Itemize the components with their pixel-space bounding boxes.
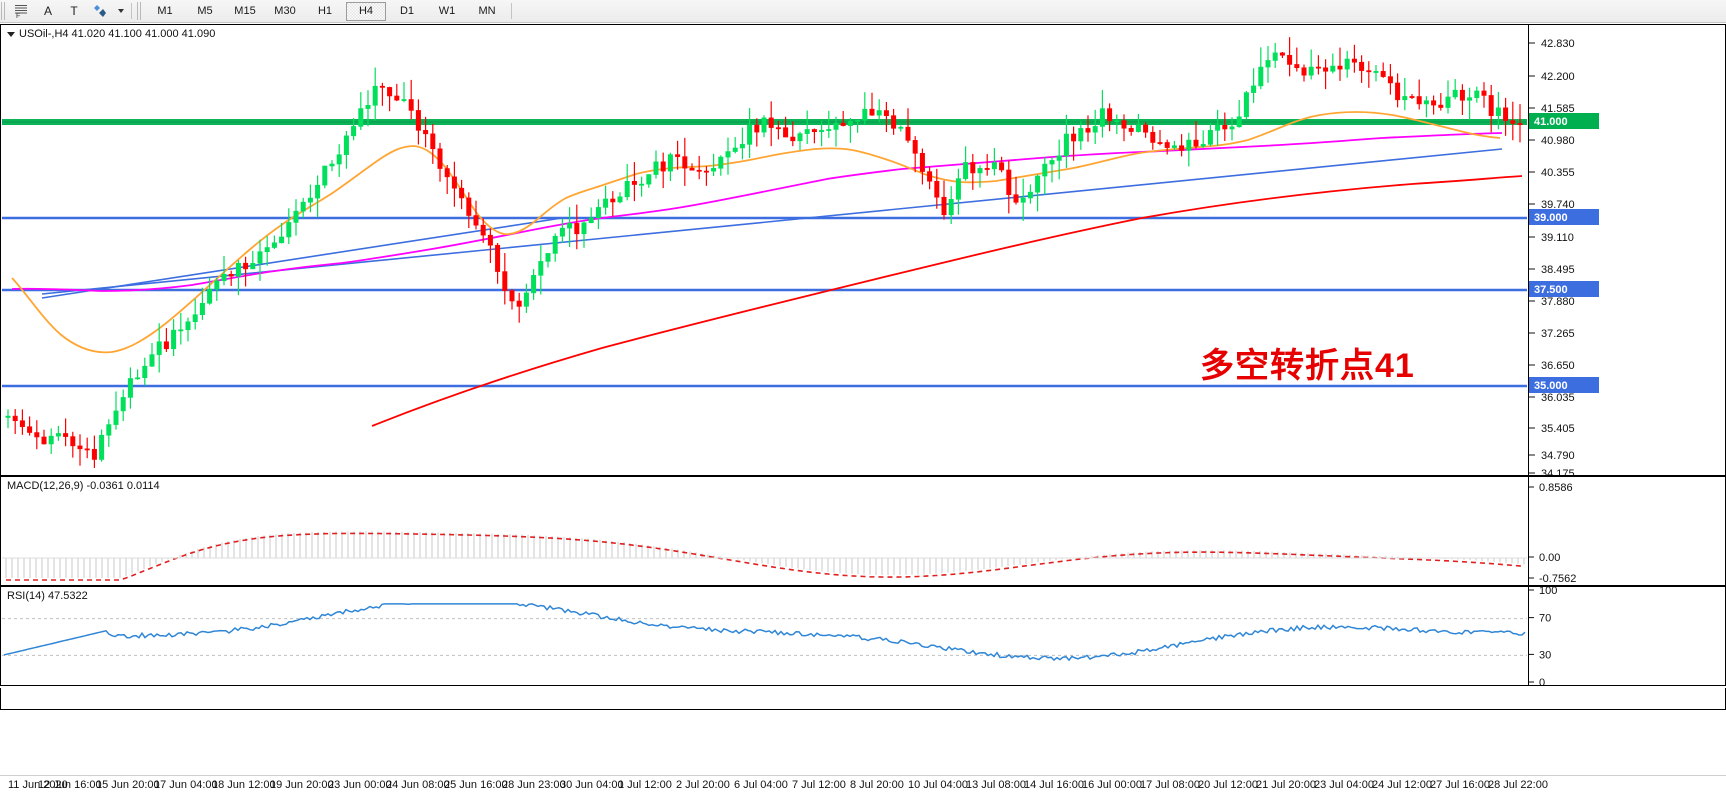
price-plot-area[interactable]: 多空转折点41 <box>2 26 1527 474</box>
time-axis-label: 13 Jul 08:00 <box>966 779 1026 791</box>
time-axis-label: 6 Jul 04:00 <box>734 779 788 791</box>
timeframe-m1[interactable]: M1 <box>157 5 173 17</box>
time-axis-strip[interactable] <box>0 688 1726 710</box>
time-axis-label: 10 Jul 04:00 <box>908 779 968 791</box>
time-axis-label: 28 Jul 22:00 <box>1488 779 1548 791</box>
time-axis-label: 23 Jun 00:00 <box>328 779 392 791</box>
svg-text:37.880: 37.880 <box>1541 296 1575 308</box>
rsi-label: RSI(14) 47.5322 <box>7 590 88 602</box>
main-toolbar: F A T M1 M5 M15 M30 H1 H4 D1 W1 MN <box>0 0 1726 23</box>
macd-pane[interactable]: MACD(12,26,9) -0.0361 0.0114 0.8586 0.00 -… <box>0 476 1726 586</box>
svg-text:41.585: 41.585 <box>1541 103 1575 115</box>
candlestick-series <box>5 37 1523 468</box>
svg-text:41.000: 41.000 <box>1534 116 1568 128</box>
timeframe-d1[interactable]: D1 <box>399 5 415 17</box>
time-axis-label: 30 Jun 04:00 <box>560 779 624 791</box>
time-axis-label: 12 Jun 16:00 <box>38 779 102 791</box>
svg-text:40.980: 40.980 <box>1541 135 1575 147</box>
svg-text:-0.7562: -0.7562 <box>1539 573 1576 585</box>
ma-slow-red-path <box>371 175 1523 427</box>
svg-text:36.650: 36.650 <box>1541 360 1575 372</box>
timeframe-m5[interactable]: M5 <box>197 5 213 17</box>
time-axis-label: 23 Jul 04:00 <box>1314 779 1374 791</box>
toolbar-grip-1[interactable] <box>1 2 7 20</box>
objects-dropdown-icon[interactable] <box>113 1 127 21</box>
collapse-triangle-icon[interactable] <box>7 31 15 37</box>
timeframe-m30[interactable]: M30 <box>274 5 296 17</box>
svg-text:37.500: 37.500 <box>1534 284 1568 296</box>
rsi-axis: 100 70 30 0 <box>1528 587 1725 685</box>
time-axis-label: 11 Jun 2020 <box>8 779 68 791</box>
time-axis-label: 24 Jun 08:00 <box>386 779 450 791</box>
svg-text:37.265: 37.265 <box>1541 328 1575 340</box>
rsi-series <box>2 603 1527 662</box>
svg-text:F: F <box>16 13 20 19</box>
time-axis-label: 24 Jul 12:00 <box>1372 779 1432 791</box>
time-axis-label: 20 Jul 12:00 <box>1198 779 1258 791</box>
symbol-ohlc-text: USOil-,H4 41.020 41.100 41.000 41.090 <box>19 28 216 40</box>
ma-mid-magenta-path <box>11 132 1503 292</box>
svg-text:40.355: 40.355 <box>1541 167 1575 179</box>
timeframe-h4[interactable]: H4 <box>346 1 386 21</box>
time-axis-label: 17 Jun 04:00 <box>154 779 218 791</box>
svg-text:38.495: 38.495 <box>1541 264 1575 276</box>
time-axis-label: 7 Jul 12:00 <box>792 779 846 791</box>
text-box-icon[interactable]: T <box>70 4 78 18</box>
rsi-plot-area[interactable] <box>2 588 1527 684</box>
svg-text:42.200: 42.200 <box>1541 71 1575 83</box>
time-axis-label: 16 Jul 00:00 <box>1082 779 1142 791</box>
time-axis-label: 18 Jun 12:00 <box>212 779 276 791</box>
time-axis-label: 28 Jun 23:00 <box>502 779 566 791</box>
svg-text:35.000: 35.000 <box>1534 380 1568 392</box>
svg-text:35.405: 35.405 <box>1541 423 1575 435</box>
toolbar-grip-2[interactable] <box>137 2 143 20</box>
svg-text:100: 100 <box>1539 587 1557 597</box>
svg-text:0.00: 0.00 <box>1539 552 1560 564</box>
svg-text:0: 0 <box>1539 677 1545 685</box>
objects-icon[interactable] <box>87 1 113 21</box>
svg-text:34.790: 34.790 <box>1541 450 1575 462</box>
time-axis-label: 2 Jul 20:00 <box>676 779 730 791</box>
toolbar-divider-1 <box>131 3 132 19</box>
svg-text:30: 30 <box>1539 649 1551 661</box>
svg-text:34.175: 34.175 <box>1541 468 1575 475</box>
time-axis-label: 25 Jun 16:00 <box>444 779 508 791</box>
time-axis-label: 27 Jul 16:00 <box>1430 779 1490 791</box>
timeframe-w1[interactable]: W1 <box>438 5 456 17</box>
rsi-pane[interactable]: RSI(14) 47.5322 100 70 30 0 <box>0 586 1726 686</box>
macd-axis: 0.8586 0.00 -0.7562 <box>1528 477 1725 585</box>
timeframe-h1[interactable]: H1 <box>317 5 333 17</box>
time-axis-label: 15 Jun 20:00 <box>96 779 160 791</box>
toolbar-divider-2 <box>511 3 512 19</box>
trendline-lower <box>41 217 563 299</box>
macd-label: MACD(12,26,9) -0.0361 0.0114 <box>7 480 160 492</box>
time-axis-labels: 11 Jun 2020 12 Jun 16:00 15 Jun 20:00 17 Ju… <box>0 775 1726 795</box>
time-axis-label: 8 Jul 20:00 <box>850 779 904 791</box>
text-label-icon[interactable]: A <box>43 4 52 18</box>
svg-text:39.110: 39.110 <box>1541 232 1574 244</box>
timeframe-m15[interactable]: M15 <box>234 5 256 17</box>
macd-series <box>2 531 1527 581</box>
svg-text:39.740: 39.740 <box>1541 199 1575 211</box>
svg-text:36.035: 36.035 <box>1541 392 1575 404</box>
svg-text:39.000: 39.000 <box>1534 212 1568 224</box>
chart-annotation-text: 多空转折点41 <box>1200 347 1415 385</box>
macd-plot-area[interactable] <box>2 478 1527 584</box>
time-axis-label: 17 Jul 08:00 <box>1140 779 1200 791</box>
timeframe-mn[interactable]: MN <box>478 5 496 17</box>
time-axis-label: 19 Jun 20:00 <box>270 779 334 791</box>
symbol-info-label: USOil-,H4 41.020 41.100 41.000 41.090 <box>7 28 215 40</box>
crosshair-f-icon[interactable]: F <box>9 1 35 21</box>
time-axis-label: 21 Jul 20:00 <box>1256 779 1316 791</box>
svg-text:70: 70 <box>1539 613 1551 625</box>
time-axis-label: 1 Jul 12:00 <box>618 779 672 791</box>
ma-fast-orange-path <box>11 111 1501 354</box>
price-chart-pane[interactable]: USOil-,H4 41.020 41.100 41.000 41.090 <box>0 24 1726 476</box>
svg-text:0.8586: 0.8586 <box>1539 482 1573 494</box>
price-axis[interactable]: 42.830 42.200 41.585 40.980 40.355 39.740 39.1… <box>1528 25 1725 475</box>
time-axis-label: 14 Jul 16:00 <box>1024 779 1084 791</box>
svg-text:42.830: 42.830 <box>1541 38 1575 50</box>
